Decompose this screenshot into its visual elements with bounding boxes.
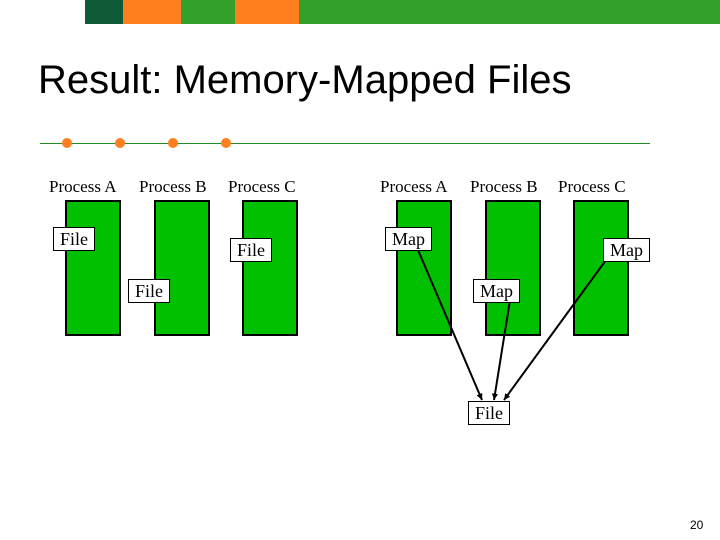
band-seg-5 [299,0,720,24]
left-rect-c [242,200,298,336]
left-file-tag-b: File [128,279,170,303]
bullet-0 [62,138,72,148]
right-file-tag: File [468,401,510,425]
right-label-a: Process A [380,177,448,197]
left-rect-a [65,200,121,336]
top-band [0,0,720,24]
right-map-tag-b: Map [473,279,520,303]
left-label-b: Process B [139,177,207,197]
right-label-c: Process C [558,177,626,197]
band-seg-1 [85,0,123,24]
bullet-3 [221,138,231,148]
left-file-tag-a: File [53,227,95,251]
right-rect-c [573,200,629,336]
bullet-2 [168,138,178,148]
right-map-tag-a: Map [385,227,432,251]
band-seg-4 [235,0,299,24]
right-label-b: Process B [470,177,538,197]
right-map-tag-c: Map [603,238,650,262]
band-seg-0 [0,0,85,24]
divider-rule [40,143,650,144]
slide-number: 20 [690,518,703,532]
left-rect-b [154,200,210,336]
bullet-1 [115,138,125,148]
band-seg-2 [123,0,181,24]
band-seg-3 [181,0,235,24]
slide-title: Result: Memory-Mapped Files [38,58,572,103]
left-label-a: Process A [49,177,117,197]
left-file-tag-c: File [230,238,272,262]
right-rect-a [396,200,452,336]
right-rect-b [485,200,541,336]
left-label-c: Process C [228,177,296,197]
